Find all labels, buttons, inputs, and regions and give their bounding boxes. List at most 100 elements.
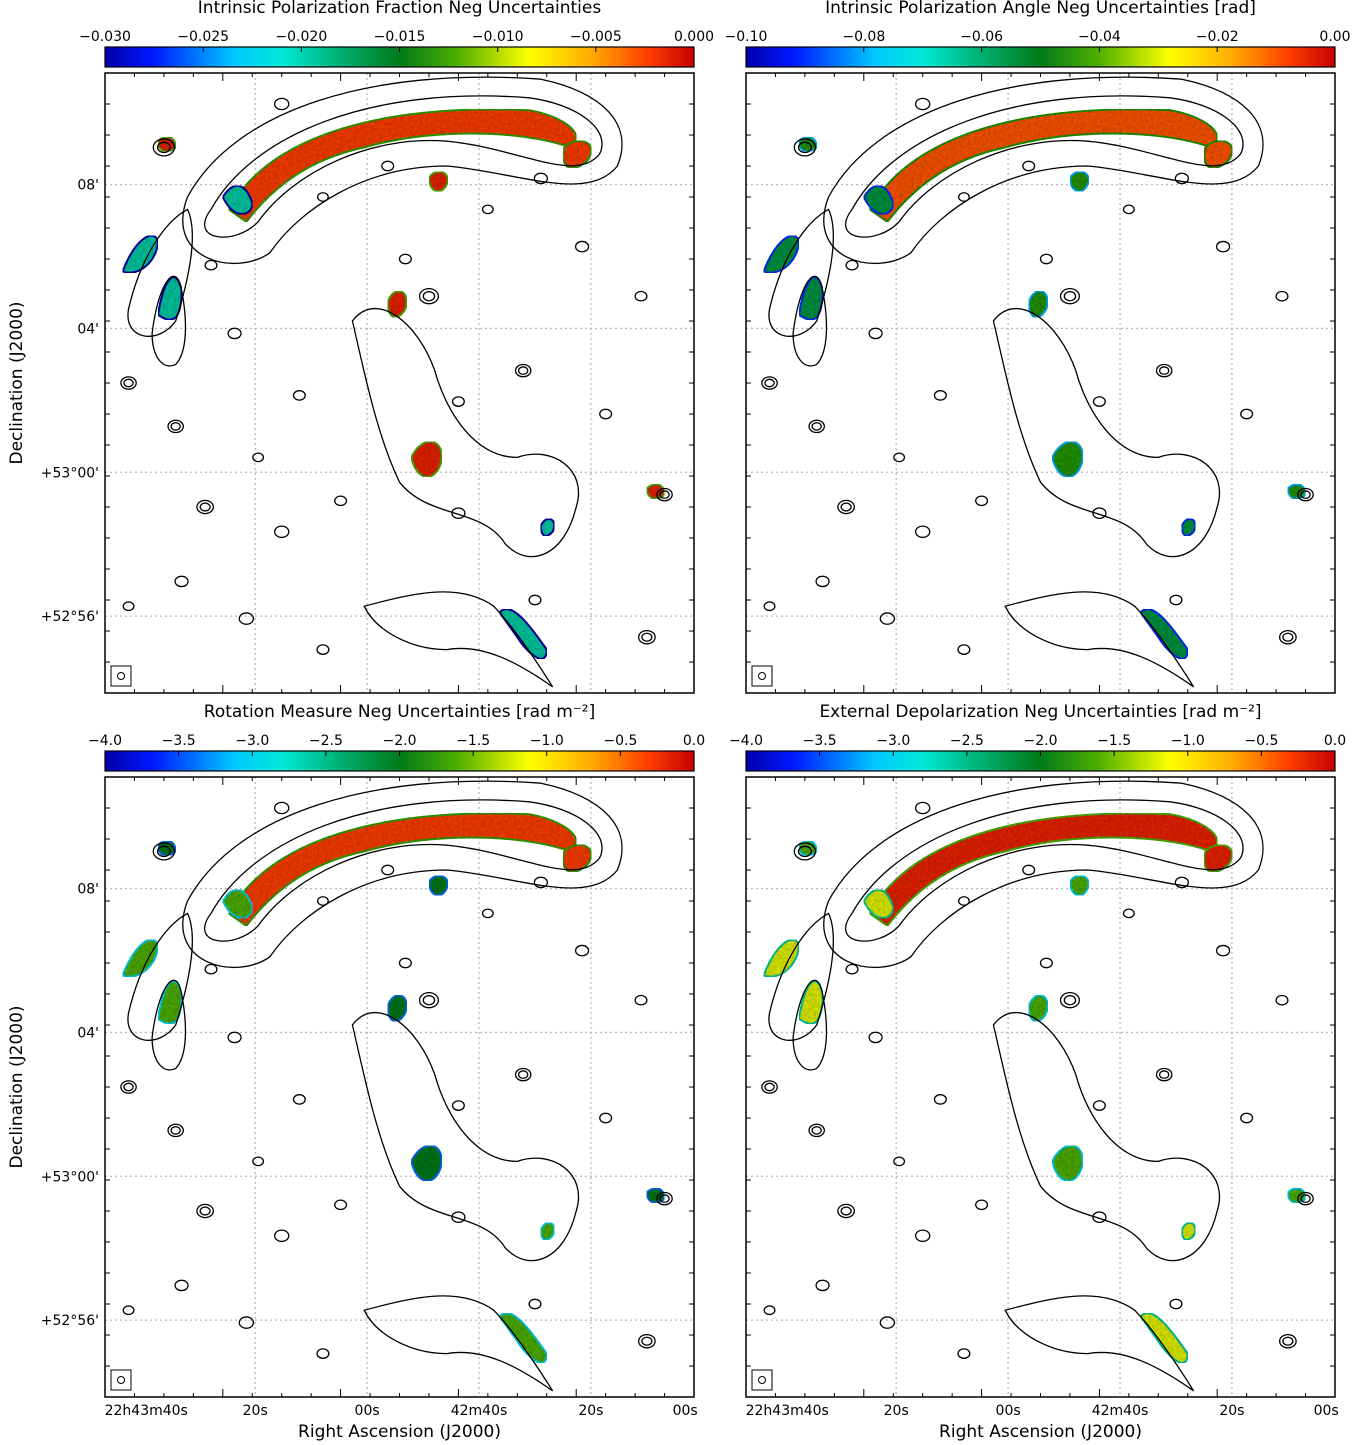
colorbar-tick-label: −3.0 <box>876 733 910 749</box>
contour <box>811 1126 822 1135</box>
contour <box>422 291 436 302</box>
contour <box>823 780 1264 969</box>
emission-region <box>1180 1221 1197 1241</box>
x-tick-label: 20s <box>1219 1403 1244 1419</box>
contour <box>351 308 579 558</box>
contour <box>151 275 187 367</box>
contour <box>844 799 1244 942</box>
contour <box>203 799 603 942</box>
contour <box>637 629 656 645</box>
contour <box>238 612 255 625</box>
emission-region <box>498 1312 548 1364</box>
contour <box>196 1203 215 1219</box>
beam-ellipse <box>117 1376 125 1384</box>
emission-region <box>121 234 160 274</box>
contour <box>1063 291 1077 302</box>
colorbar-tick-label: −2.5 <box>950 733 984 749</box>
contour <box>1158 1070 1170 1079</box>
emission-region <box>1068 170 1090 193</box>
contour <box>1300 1194 1311 1203</box>
y-tick-label: +53°00' <box>41 465 99 481</box>
contour <box>123 1082 134 1092</box>
contour <box>273 97 290 111</box>
contour <box>792 979 828 1071</box>
x-axis-title: Right Ascension (J2000) <box>939 1422 1142 1442</box>
x-tick-label: 00s <box>355 1403 380 1419</box>
contour <box>815 575 830 588</box>
contour <box>363 591 554 688</box>
panel-rotation-measure: Rotation Measure Neg Uncertainties [rad … <box>7 702 705 1442</box>
contour <box>182 780 623 969</box>
contour <box>768 912 834 1041</box>
contour <box>914 1229 931 1243</box>
contour <box>761 376 778 390</box>
x-tick-label: 20s <box>884 1403 909 1419</box>
emission-region <box>562 139 592 169</box>
colorbar-tick-label: −1.0 <box>530 733 564 749</box>
emission-region <box>386 994 408 1023</box>
y-axis-title: Declination (J2000) <box>7 1005 27 1168</box>
y-tick-label: +52°56' <box>41 1313 99 1329</box>
plot-area <box>746 777 1335 1397</box>
contour <box>334 495 348 507</box>
emission-region <box>221 888 254 920</box>
contour <box>868 1031 883 1044</box>
contour <box>893 1156 906 1167</box>
emission-region <box>1027 290 1049 319</box>
beam-ellipse <box>117 672 125 680</box>
colorbar-tick-label: −0.02 <box>1196 29 1239 45</box>
contour <box>418 992 440 1009</box>
colorbar <box>745 46 1336 68</box>
beam-box <box>751 1369 773 1391</box>
contour <box>514 1067 532 1082</box>
contour <box>637 1333 656 1349</box>
contour <box>1174 172 1189 185</box>
contour <box>1122 908 1135 919</box>
colorbar-tick-label: −3.5 <box>803 733 837 749</box>
contour <box>1155 1067 1173 1082</box>
y-tick-label: 04' <box>77 1025 99 1041</box>
emission-region <box>862 184 895 216</box>
contour <box>316 896 329 906</box>
x-tick-label: 22h43m40s <box>105 1403 188 1419</box>
contour <box>840 1206 852 1216</box>
contour <box>517 1070 529 1079</box>
colorbar-title: Intrinsic Polarization Fraction Neg Unce… <box>198 0 602 18</box>
contour <box>763 601 776 612</box>
emission-region <box>1051 440 1084 478</box>
emission-region <box>1139 1312 1189 1364</box>
contour <box>381 864 395 876</box>
contour <box>656 1191 673 1206</box>
contour <box>152 842 176 861</box>
contour <box>957 644 971 655</box>
contour <box>793 138 817 157</box>
colorbar-title: External Depolarization Neg Uncertaintie… <box>819 702 1261 722</box>
contour <box>174 575 189 588</box>
contour <box>199 502 211 512</box>
colorbar-tick-label: 0.000 <box>674 29 714 45</box>
contour <box>151 979 187 1071</box>
contour <box>659 1194 670 1203</box>
y-tick-label: 04' <box>77 321 99 337</box>
x-tick-label: 42m40s <box>1092 1403 1149 1419</box>
colorbar-tick-label: 0.0 <box>683 733 705 749</box>
contour <box>868 327 883 340</box>
contour <box>957 192 970 202</box>
contour <box>292 390 306 401</box>
contour <box>1039 253 1053 265</box>
contour <box>351 1012 579 1262</box>
contour <box>599 1112 613 1124</box>
emission-region <box>1203 843 1233 873</box>
emission-region <box>386 290 408 319</box>
colorbar-tick-label: −2.0 <box>1024 733 1058 749</box>
x-tick-label: 22h43m40s <box>746 1403 829 1419</box>
contour <box>316 192 329 202</box>
contour <box>120 1080 137 1094</box>
contour <box>1022 160 1036 172</box>
contour <box>914 97 931 111</box>
contour <box>1063 995 1077 1006</box>
plot-area <box>105 777 694 1397</box>
contour <box>398 957 412 969</box>
contour <box>808 419 825 434</box>
